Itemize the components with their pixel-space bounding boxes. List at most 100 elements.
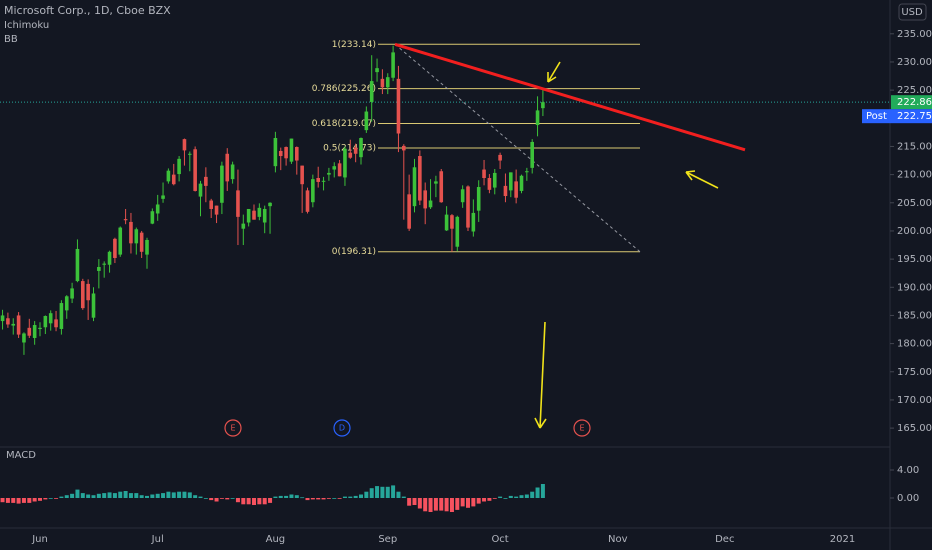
y-tick-label: 205.00: [897, 198, 932, 209]
candle-body: [498, 154, 502, 161]
candle-body: [300, 165, 304, 185]
macd-bar: [219, 498, 224, 499]
macd-bar: [96, 493, 101, 498]
candle-body: [460, 189, 465, 203]
macd-bar: [423, 498, 428, 512]
candle-body: [252, 210, 256, 220]
macd-bar: [86, 494, 91, 498]
candle-body: [166, 170, 171, 182]
candle-body: [123, 219, 128, 221]
macd-bar: [535, 487, 540, 498]
candle-body: [204, 176, 208, 186]
y-tick-label: 165.00: [897, 423, 932, 434]
candle-body: [155, 204, 160, 214]
macd-bar: [102, 493, 107, 498]
macd-bar: [503, 498, 508, 499]
y-tick-label: 4.00: [897, 465, 919, 476]
candle-body: [311, 179, 315, 203]
macd-bar: [396, 491, 401, 498]
candle-body: [509, 172, 513, 191]
macd-bar: [540, 484, 545, 498]
candle-body: [241, 223, 246, 229]
event-label: D: [339, 424, 345, 433]
y-tick-label: 225.00: [897, 85, 932, 96]
macd-bar: [498, 496, 503, 498]
macd-bar: [262, 498, 267, 505]
y-tick-label: 210.00: [897, 170, 932, 181]
macd-bar: [278, 495, 283, 498]
candle-body: [487, 178, 492, 190]
candle-body: [102, 263, 106, 265]
candle-body: [343, 148, 347, 178]
macd-bar: [257, 498, 262, 505]
currency[interactable]: USD: [901, 7, 923, 18]
x-tick-label: Dec: [715, 534, 734, 545]
macd-bar: [171, 492, 176, 498]
candle-body: [503, 185, 508, 197]
candle-body: [471, 212, 476, 232]
macd-bar: [155, 493, 160, 498]
candle-body: [81, 281, 85, 309]
candle-body: [91, 293, 96, 318]
event-label: E: [579, 424, 584, 433]
macd-bar: [353, 495, 358, 498]
indicator-label: BB: [4, 34, 18, 45]
macd-bar: [455, 498, 460, 510]
candle-body: [284, 147, 288, 159]
candle-body: [375, 68, 379, 73]
candle-body: [450, 215, 454, 229]
macd-bar: [59, 496, 64, 498]
macd-bar: [385, 486, 390, 498]
macd-bar: [305, 498, 310, 501]
y-tick-label: 215.00: [897, 141, 932, 152]
macd-bar: [449, 498, 454, 512]
candle-body: [198, 183, 203, 197]
macd-bar: [284, 495, 289, 498]
macd-bar: [369, 488, 374, 498]
candle-body: [193, 149, 197, 191]
macd-bar: [337, 498, 342, 499]
candle-body: [59, 303, 64, 329]
candle-body: [75, 248, 80, 282]
y-tick-label: 190.00: [897, 282, 932, 293]
macd-bar: [417, 498, 422, 509]
candle-body: [514, 181, 518, 198]
macd-bar: [27, 498, 32, 503]
fib-label: 0.618(219.07): [312, 119, 376, 129]
candle-body: [402, 145, 406, 151]
macd-bar: [300, 497, 305, 499]
macd-bar: [107, 492, 112, 498]
y-tick-label: 200.00: [897, 226, 932, 237]
y-tick-label: 180.00: [897, 339, 932, 350]
macd-bar: [16, 498, 21, 504]
macd-bar: [514, 496, 519, 498]
fib-label: 0.786(225.26): [312, 84, 376, 94]
macd-bar: [182, 491, 187, 498]
candle-body: [428, 200, 433, 208]
macd-bar: [118, 491, 123, 498]
macd-bar: [21, 498, 26, 503]
x-tick-label: Jul: [151, 534, 164, 545]
candle-body: [482, 169, 486, 178]
macd-bar: [294, 495, 299, 498]
candle-body: [54, 319, 58, 328]
macd-bar: [70, 493, 75, 498]
event-badge: [573, 419, 591, 437]
event-badge: [224, 419, 242, 437]
y-tick-label: 175.00: [897, 367, 932, 378]
fib-label: 0(196.31): [332, 247, 376, 257]
macd-bar: [310, 498, 315, 500]
candle-body: [43, 316, 48, 328]
currency-box[interactable]: [898, 3, 927, 21]
candle-body: [209, 200, 213, 209]
candle-body: [118, 227, 123, 255]
macd-bar: [80, 493, 85, 498]
macd-bar: [214, 498, 219, 502]
macd-bar: [235, 498, 240, 503]
macd-bar: [193, 495, 198, 498]
macd-bar: [342, 496, 347, 498]
candle-body: [214, 205, 219, 215]
macd-bar: [139, 495, 144, 498]
macd-bar: [332, 498, 337, 499]
